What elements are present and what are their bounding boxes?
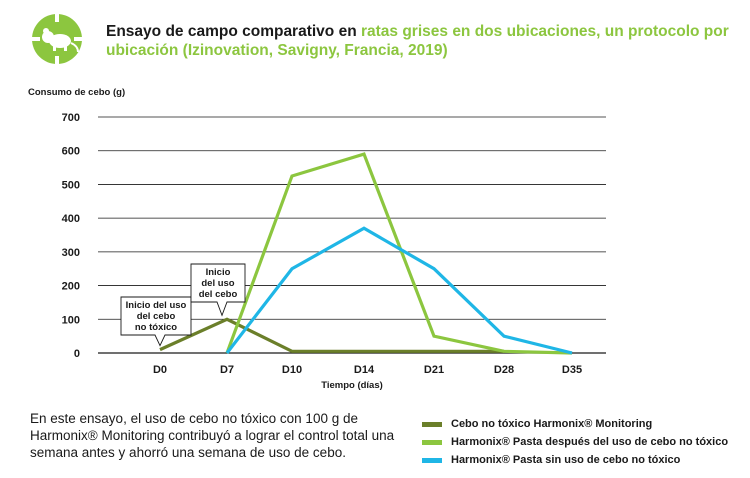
y-tick-label: 700	[62, 112, 80, 124]
x-tick-label: D10	[282, 364, 302, 376]
x-tick-label: D0	[153, 364, 167, 376]
legend-label-pasta-after: Harmonix® Pasta después del uso de cebo …	[451, 436, 729, 448]
title-part-2: ratas grises en dos ubicaciones, un prot…	[106, 23, 729, 59]
legend-swatch-pasta-without	[422, 457, 442, 463]
legend-swatch-pasta-after	[422, 439, 442, 445]
x-tick-label: D14	[354, 364, 375, 376]
y-tick-label: 500	[62, 179, 80, 191]
callout-box-0	[120, 296, 192, 347]
x-tick-label: D21	[424, 364, 444, 376]
y-tick-label: 300	[62, 247, 80, 259]
line-chart: Consumo de cebo (g) Tiempo (días) 0 100 20…	[28, 87, 606, 391]
series-line-1	[225, 152, 573, 355]
y-tick-label: 400	[62, 213, 80, 225]
x-tick-label: D7	[220, 364, 234, 376]
legend-item-monitoring: Cebo no tóxico Harmonix® Monitoring	[422, 415, 747, 433]
legend-item-pasta-without: Harmonix® Pasta sin uso de cebo no tóxic…	[422, 451, 747, 469]
legend-label-monitoring: Cebo no tóxico Harmonix® Monitoring	[451, 418, 653, 430]
callout-0-line: Inicio del uso	[126, 300, 187, 311]
y-tick-label: 100	[62, 314, 80, 326]
chart-title: Ensayo de campo comparativo en ratas gri…	[106, 22, 736, 60]
trial-summary-note: En este ensayo, el uso de cebo no tóxico…	[30, 411, 395, 460]
y-tick-label: 0	[74, 348, 80, 360]
legend-item-pasta-after: Harmonix® Pasta después del uso de cebo …	[422, 433, 747, 451]
callout-box-1	[190, 263, 246, 317]
legend-swatch-monitoring	[422, 421, 442, 427]
series-line-2	[225, 226, 573, 355]
title-part-1: Ensayo de campo comparativo en	[106, 23, 357, 40]
legend-label-pasta-without: Harmonix® Pasta sin uso de cebo no tóxic…	[451, 454, 681, 466]
callout-1-line: del cebo	[199, 289, 238, 300]
callout-0-line: no tóxico	[135, 322, 177, 333]
y-axis-label: Consumo de cebo (g)	[28, 87, 125, 98]
callout-1-line: del uso	[201, 278, 234, 289]
y-tick-label: 200	[62, 281, 80, 293]
callout-0-line: del cebo	[137, 311, 176, 322]
y-tick-label: 600	[62, 146, 80, 158]
rat-target-icon	[28, 12, 86, 66]
chart-legend: Cebo no tóxico Harmonix® Monitoring Harm…	[422, 415, 747, 469]
x-tick-label: D35	[562, 364, 582, 376]
series-line-0	[159, 317, 504, 353]
x-tick-label: D28	[494, 364, 514, 376]
x-axis-label: Tiempo (días)	[321, 380, 383, 391]
callout-1-line: Inicio	[206, 267, 231, 278]
